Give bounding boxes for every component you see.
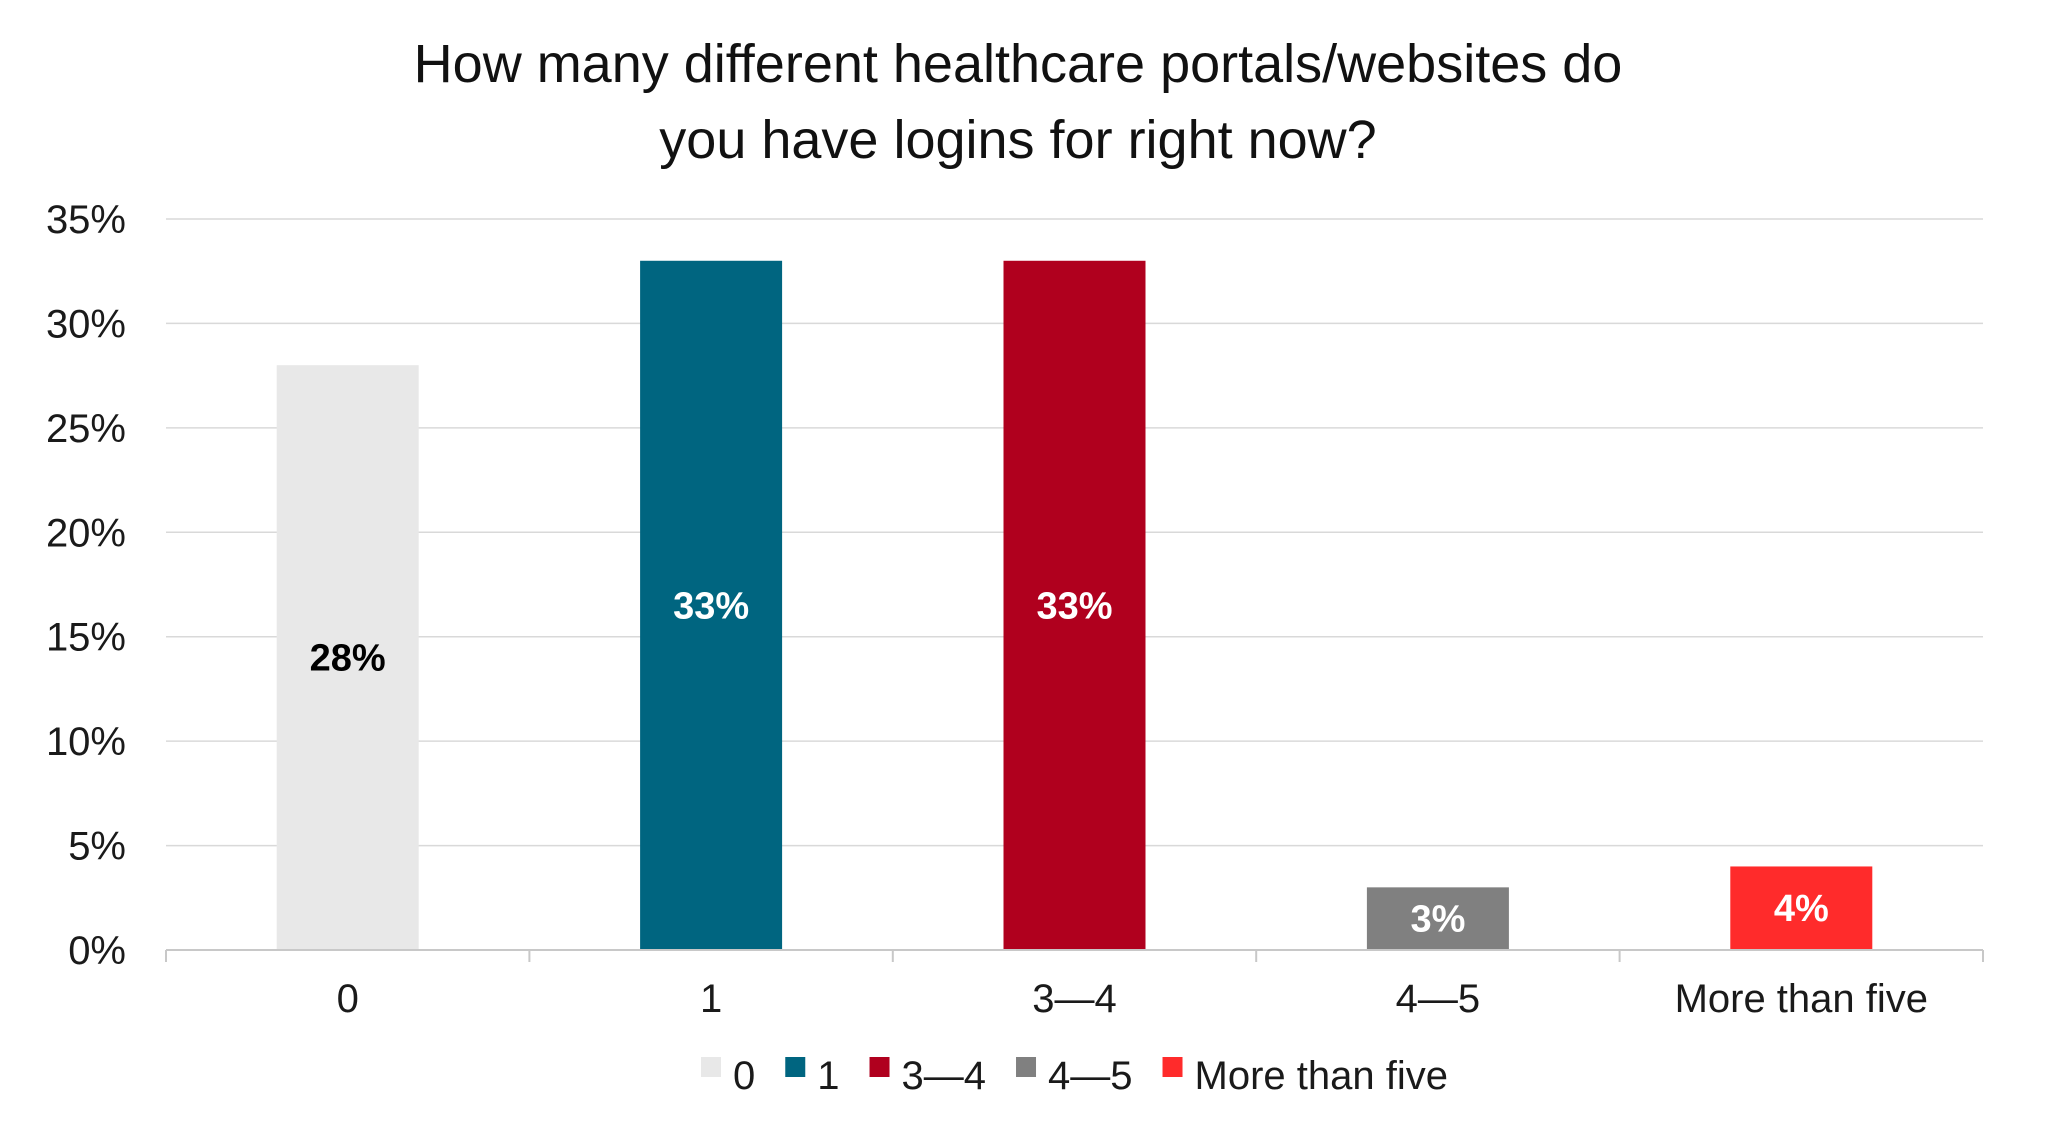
legend-item: 1 [785, 1054, 840, 1098]
data-labels: 28% 33% 33% 3% 4% [310, 585, 1829, 940]
bar [640, 260, 783, 950]
legend-item: 0 [701, 1054, 755, 1098]
y-axis-tick-labels: 0% 5% 10% 15% 20% 25% 30% 35% [46, 198, 126, 973]
legend-label: More than five [1195, 1054, 1448, 1098]
legend-swatch [1162, 1057, 1183, 1077]
chart-title-line-1: How many different healthcare portals/we… [414, 34, 1623, 94]
data-label: 33% [1036, 585, 1112, 627]
legend-item: More than five [1162, 1054, 1448, 1098]
bar [1366, 887, 1509, 950]
data-label: 4% [1774, 888, 1829, 930]
y-tick-label: 35% [46, 198, 126, 242]
bar [1003, 260, 1146, 950]
y-tick-label: 30% [46, 302, 126, 346]
legend-swatch [1016, 1057, 1037, 1077]
legend-label: 1 [817, 1054, 839, 1098]
legend-swatch [785, 1057, 806, 1077]
y-tick-label: 0% [68, 929, 126, 973]
x-tick-label: 1 [700, 977, 722, 1021]
legend: 0 1 3—4 4—5 More than five [701, 1054, 1448, 1098]
x-axis-tick-labels: 0 1 3—4 4—5 More than five [337, 977, 1928, 1021]
legend-item: 3—4 [869, 1054, 987, 1098]
x-tick-label: More than five [1675, 977, 1928, 1021]
chart-title: How many different healthcare portals/we… [414, 34, 1623, 170]
data-label: 3% [1410, 899, 1465, 941]
bars [276, 260, 1873, 950]
legend-label: 0 [733, 1054, 755, 1098]
data-label: 33% [673, 585, 749, 627]
x-axis [165, 949, 1984, 962]
legend-label: 3—4 [902, 1054, 987, 1098]
y-tick-label: 25% [46, 407, 126, 451]
x-tick-label: 3—4 [1032, 977, 1117, 1021]
bar [276, 365, 419, 950]
x-tick-label: 0 [337, 977, 359, 1021]
x-tick-label: 4—5 [1396, 977, 1481, 1021]
bar [1730, 866, 1873, 950]
legend-item: 4—5 [1016, 1054, 1133, 1098]
chart-title-line-2: you have logins for right now? [659, 110, 1376, 170]
data-label: 28% [310, 638, 386, 680]
y-tick-label: 20% [46, 511, 126, 555]
y-tick-label: 10% [46, 720, 126, 764]
y-tick-label: 15% [46, 616, 126, 660]
y-tick-label: 5% [68, 825, 126, 869]
legend-swatch [701, 1057, 722, 1077]
legend-label: 4—5 [1048, 1054, 1133, 1098]
legend-swatch [869, 1057, 890, 1077]
